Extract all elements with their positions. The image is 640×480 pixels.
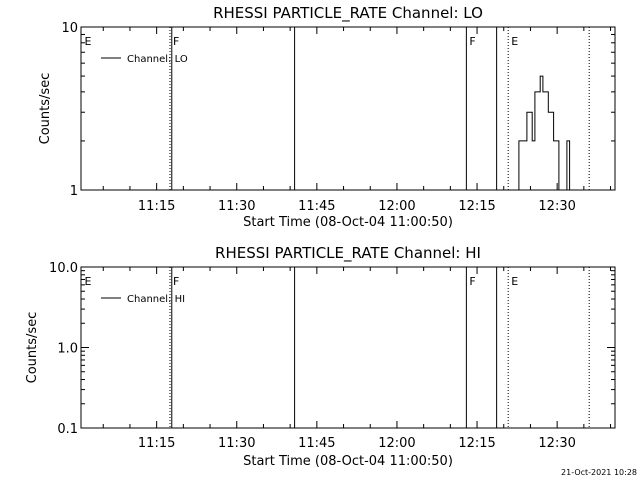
event-marker-label: F — [469, 35, 475, 48]
y-tick-label: 10.0 — [49, 261, 78, 276]
x-tick-label: 11:15 — [138, 436, 175, 451]
event-marker-label: E — [511, 35, 518, 48]
chart-title: RHESSI PARTICLE_RATE Channel: LO — [213, 4, 483, 23]
event-marker-label: E — [84, 35, 91, 48]
y-tick-label: 10 — [61, 21, 78, 36]
x-axis-label: Start Time (08-Oct-04 11:00:50) — [243, 215, 453, 230]
y-tick-label: 1 — [70, 184, 78, 199]
hi-channel-panel: RHESSI PARTICLE_RATE Channel: HI 11:15 11:… — [25, 244, 616, 469]
series-line-channel-lo — [516, 75, 578, 191]
x-tick-label: 11:45 — [298, 199, 335, 214]
lo-channel-panel: RHESSI PARTICLE_RATE Channel: LO 11:15 11:… — [38, 4, 616, 230]
y-tick-label: 1.0 — [57, 342, 78, 357]
y-axis-label: Counts/sec — [38, 73, 53, 145]
legend-entry: Channel: HI — [127, 294, 185, 305]
event-marker-label: E — [84, 275, 91, 288]
legend-entry: Channel: LO — [127, 54, 188, 65]
x-tick-label: 12:15 — [458, 199, 495, 214]
x-tick-label: 12:00 — [378, 199, 415, 214]
y-axis-label: Counts/sec — [25, 312, 40, 384]
plot-frame — [80, 266, 616, 429]
event-marker-label: F — [173, 275, 179, 288]
x-tick-label: 11:30 — [218, 199, 255, 214]
x-axis-label: Start Time (08-Oct-04 11:00:50) — [243, 454, 453, 469]
generated-timestamp: 21-Oct-2021 10:28 — [561, 468, 637, 477]
event-marker-label: F — [469, 275, 475, 288]
y-tick-label: 0.1 — [57, 422, 78, 437]
chart-title: RHESSI PARTICLE_RATE Channel: HI — [215, 244, 481, 263]
x-tick-label: 12:30 — [538, 436, 575, 451]
x-tick-label: 11:15 — [138, 199, 175, 214]
x-tick-label: 11:45 — [298, 436, 335, 451]
event-marker-label: F — [173, 35, 179, 48]
x-tick-label: 12:00 — [378, 436, 415, 451]
plot-frame — [80, 26, 616, 191]
x-tick-label: 12:15 — [458, 436, 495, 451]
event-marker-label: E — [511, 275, 518, 288]
x-tick-label: 11:30 — [218, 436, 255, 451]
x-tick-label: 12:30 — [538, 199, 575, 214]
